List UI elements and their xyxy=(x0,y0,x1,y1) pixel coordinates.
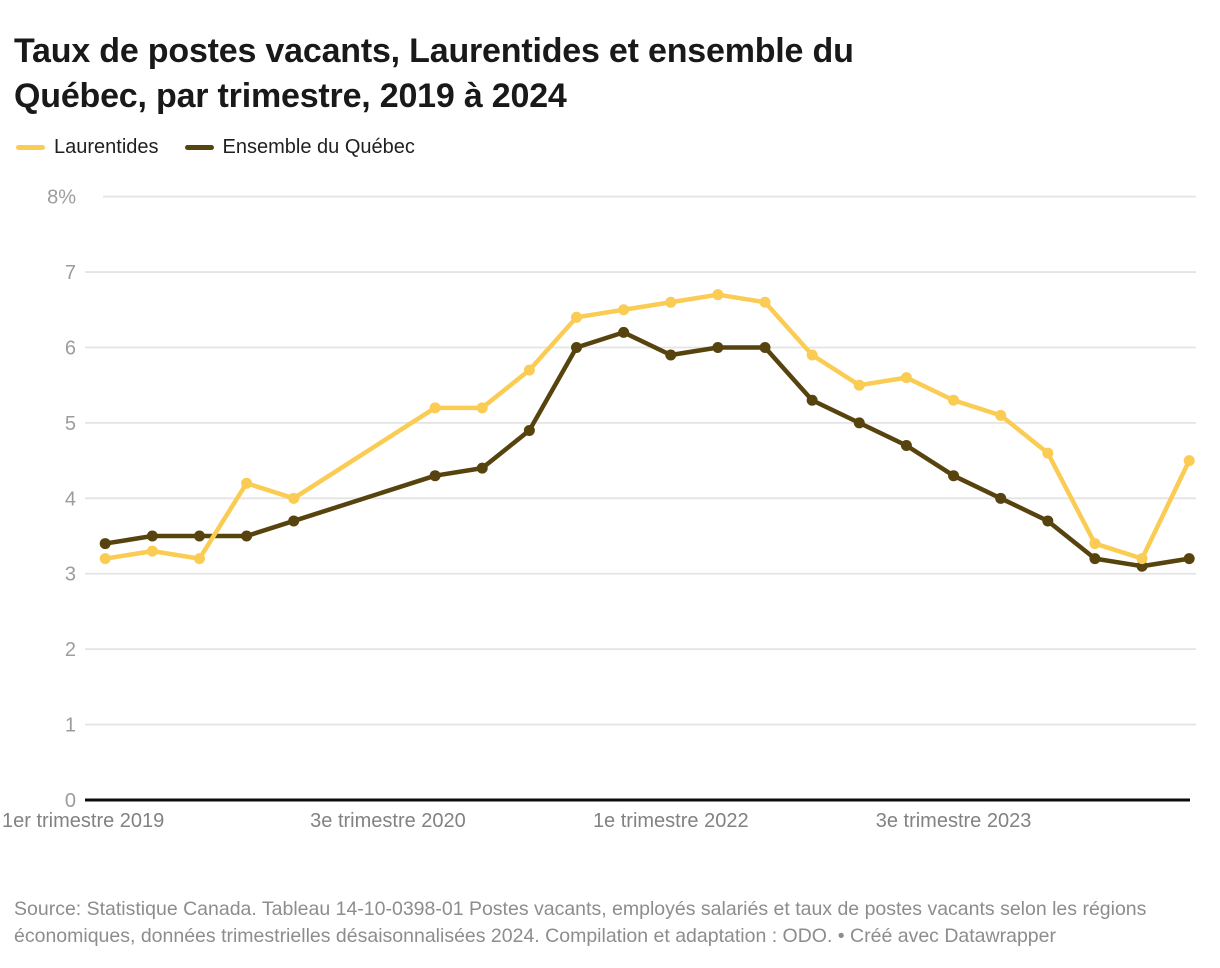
series-line-ensemble-du-quebec xyxy=(102,330,1192,569)
legend-swatch-ensemble-du-quebec xyxy=(184,145,214,150)
data-point-ensemble-du-quebec xyxy=(806,394,818,406)
data-point-ensemble-du-quebec xyxy=(900,440,912,452)
data-point-laurentides xyxy=(759,296,771,308)
data-point-laurentides xyxy=(1136,553,1148,565)
y-axis-tick-label: 1 xyxy=(65,715,76,737)
y-axis-tick-label: 4 xyxy=(65,488,76,510)
data-point-ensemble-du-quebec xyxy=(618,326,630,338)
y-axis-tick-label: 0 xyxy=(65,790,76,812)
data-point-laurentides xyxy=(712,289,724,301)
data-point-ensemble-du-quebec xyxy=(1136,560,1148,572)
chart-title-line-1: Taux de postes vacants, Laurentides et e… xyxy=(14,31,854,70)
x-axis-tick-label: 3e trimestre 2020 xyxy=(310,810,466,832)
y-axis-tick-label: 7 xyxy=(65,262,76,284)
y-axis-tick-label: 6 xyxy=(65,337,76,359)
data-point-ensemble-du-quebec xyxy=(571,341,582,353)
data-point-laurentides xyxy=(1042,447,1054,459)
data-point-ensemble-du-quebec xyxy=(1089,553,1101,565)
data-point-ensemble-du-quebec xyxy=(476,462,488,474)
legend-item-laurentides: Laurentides xyxy=(16,136,159,159)
x-axis-tick-label: 1e trimestre 2022 xyxy=(593,810,749,832)
y-axis-tick-label: 3 xyxy=(65,564,76,586)
data-point-laurentides xyxy=(1183,455,1195,467)
data-point-ensemble-du-quebec xyxy=(99,538,111,550)
data-point-laurentides xyxy=(429,402,441,414)
data-point-ensemble-du-quebec xyxy=(853,417,865,429)
data-point-laurentides xyxy=(476,402,488,414)
data-point-laurentides xyxy=(241,477,253,489)
data-point-laurentides xyxy=(193,553,205,565)
legend-swatch-laurentides xyxy=(16,145,45,150)
data-point-laurentides xyxy=(995,409,1007,421)
data-point-ensemble-du-quebec xyxy=(429,470,441,482)
data-point-ensemble-du-quebec xyxy=(146,530,158,542)
data-point-laurentides xyxy=(523,364,535,376)
data-point-laurentides xyxy=(806,349,818,361)
legend-label-ensemble-du-quebec: Ensemble du Québec xyxy=(222,136,415,158)
data-point-laurentides xyxy=(618,304,630,316)
x-axis-tick-label: 3e trimestre 2023 xyxy=(876,810,1032,832)
data-point-ensemble-du-quebec xyxy=(712,341,724,353)
data-point-laurentides xyxy=(1089,538,1101,550)
legend-item-ensemble-du-quebec: Ensemble du Québec xyxy=(184,136,415,159)
data-point-ensemble-du-quebec xyxy=(241,530,253,542)
data-point-laurentides xyxy=(146,545,158,557)
data-point-ensemble-du-quebec xyxy=(1042,515,1054,527)
x-axis-tick-label: 1er trimestre 2019 xyxy=(2,810,164,832)
data-point-ensemble-du-quebec xyxy=(288,515,300,527)
data-point-ensemble-du-quebec xyxy=(523,424,535,436)
data-point-ensemble-du-quebec xyxy=(948,470,960,482)
series-line-laurentides xyxy=(102,292,1192,561)
data-point-ensemble-du-quebec xyxy=(665,349,677,361)
data-point-ensemble-du-quebec xyxy=(1183,553,1195,565)
legend-label-laurentides: Laurentides xyxy=(54,136,159,158)
source-note: Source: Statistique Canada. Tableau 14-1… xyxy=(14,897,1147,948)
y-axis-tick-label: 5 xyxy=(65,413,76,435)
chart-title: Taux de postes vacants, Laurentides et e… xyxy=(14,29,1104,120)
data-point-ensemble-du-quebec xyxy=(995,492,1007,504)
data-point-laurentides xyxy=(288,492,300,504)
data-point-laurentides xyxy=(99,553,111,565)
data-point-laurentides xyxy=(900,372,912,384)
legend: Laurentides Ensemble du Québec xyxy=(16,136,415,159)
data-point-ensemble-du-quebec xyxy=(193,530,205,542)
y-axis-tick-label: 2 xyxy=(65,639,76,661)
chart-title-line-2: Québec, par trimestre, 2019 à 2024 xyxy=(14,77,567,116)
data-point-laurentides xyxy=(571,311,582,323)
data-point-ensemble-du-quebec xyxy=(759,341,771,353)
data-point-laurentides xyxy=(665,296,677,308)
y-axis-tick-label: 8% xyxy=(47,187,76,209)
data-point-laurentides xyxy=(948,394,960,406)
data-point-laurentides xyxy=(853,379,865,391)
